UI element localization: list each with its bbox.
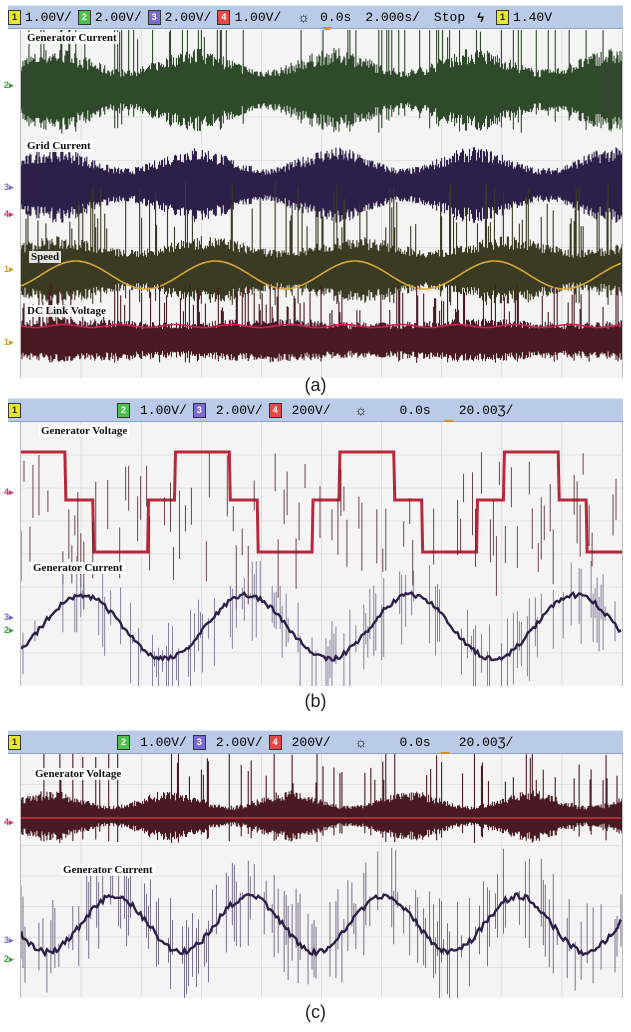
- trace-label-dc-link-voltage: DC Link Voltage: [25, 305, 108, 317]
- ch3-ground-marker[interactable]: 3▸: [4, 182, 14, 192]
- ch3-scale[interactable]: 2.00V/: [215, 734, 263, 750]
- caption-a: (a): [304, 375, 327, 395]
- ch2-ground-marker[interactable]: 2▸: [4, 625, 14, 635]
- ch3-scale[interactable]: 2.00V/: [164, 9, 212, 25]
- ch4-scale[interactable]: 200V/: [291, 402, 331, 418]
- channel-2-icon[interactable]: 2: [117, 734, 130, 750]
- dc-link-voltage-trace: [21, 323, 622, 329]
- generator-voltage-trace: [21, 754, 622, 843]
- trace-label-generator-voltage: Generator Voltage: [33, 768, 124, 780]
- trace-label-generator-current: Generator Current: [31, 562, 125, 574]
- waveform-canvas-b: [21, 422, 622, 686]
- statusbar-b: 1 2 1.00V/ 3 2.00V/ 4 200V/ ☼ 0.0s 20.00Ʒ/: [8, 398, 623, 422]
- statusbar-a: 1 1.00V/ 2 2.00V/ 3 2.00V/ 4 1.00V/ ☼ 0.0s 2…: [8, 5, 623, 29]
- ch1-ground-marker[interactable]: 1▸: [4, 264, 14, 274]
- waveform-display-a: Generator Current Grid Current Speed DC …: [20, 30, 623, 378]
- current-switching-noise: [22, 555, 616, 686]
- delay-value[interactable]: 0.0s: [320, 9, 352, 25]
- ch2-ground-marker[interactable]: 2▸: [4, 80, 14, 90]
- delay-value[interactable]: 0.0s: [399, 402, 431, 418]
- intensity-icon[interactable]: ☼: [354, 402, 368, 418]
- channel-4-icon[interactable]: 4: [217, 9, 231, 25]
- ch1-ref-marker[interactable]: 1▸: [4, 337, 14, 347]
- generator-voltage-trace: [21, 450, 622, 554]
- ch4-scale[interactable]: 1.00V/: [234, 9, 282, 25]
- trace-label-generator-voltage: Generator Voltage: [39, 425, 130, 437]
- speed-noise-trace: [21, 181, 622, 306]
- ch4-ground-marker[interactable]: 4▸: [4, 487, 14, 497]
- ch4-ground-marker[interactable]: 4▸: [4, 209, 14, 219]
- channel-1-icon[interactable]: 1: [8, 402, 21, 418]
- timebase-value[interactable]: 20.00Ʒ/: [458, 734, 514, 750]
- trace-label-grid-current: Grid Current: [25, 140, 93, 152]
- timebase-value[interactable]: 20.00Ʒ/: [458, 402, 514, 418]
- channel-1-icon[interactable]: 1: [8, 734, 21, 750]
- caption-c: (c): [305, 1002, 326, 1022]
- ch2-scale[interactable]: 1.00V/: [140, 402, 187, 418]
- channel-3-icon[interactable]: 3: [192, 734, 206, 750]
- ch3-ground-marker[interactable]: 3▸: [4, 935, 14, 945]
- trigger-edge-icon[interactable]: ϟ: [477, 9, 485, 25]
- timebase-value[interactable]: 2.000s/: [365, 9, 420, 25]
- intensity-icon[interactable]: ☼: [354, 734, 368, 750]
- dc-link-noise-trace: [21, 282, 622, 363]
- scope-panel-b: 1 2 1.00V/ 3 2.00V/ 4 200V/ ☼ 0.0s 20.00Ʒ/ …: [0, 395, 631, 720]
- trigger-level[interactable]: 1.40V: [513, 9, 553, 25]
- waveform-display-b: Generator Voltage Generator Current: [20, 422, 623, 686]
- ch4-ground-marker[interactable]: 4▸: [4, 817, 14, 827]
- ch2-ground-marker[interactable]: 2▸: [4, 954, 14, 964]
- generator-current-trace: [21, 30, 622, 134]
- scope-panel-c: 1 2 1.00V/ 3 2.00V/ 4 200V/ ☼ 0.0s 20.00Ʒ/ …: [0, 720, 631, 1032]
- channel-2-icon[interactable]: 2: [117, 402, 130, 418]
- voltage-switching-noise: [21, 452, 617, 610]
- channel-1-icon[interactable]: 1: [8, 9, 21, 25]
- channel-3-icon[interactable]: 3: [147, 9, 161, 25]
- waveform-canvas-a: [21, 30, 622, 378]
- run-state[interactable]: Stop: [433, 9, 466, 25]
- trigger-channel-icon[interactable]: 1: [496, 9, 510, 25]
- ch3-ground-marker[interactable]: 3▸: [4, 612, 14, 622]
- intensity-icon[interactable]: ☼: [297, 9, 311, 25]
- channel-2-icon[interactable]: 2: [77, 9, 91, 25]
- trace-label-generator-current: Generator Current: [61, 864, 155, 876]
- generator-current-trace: [21, 591, 622, 663]
- waveform-display-c: Generator Voltage Generator Current: [20, 754, 623, 998]
- scope-panel-a: 1 1.00V/ 2 2.00V/ 3 2.00V/ 4 1.00V/ ☼ 0.0s 2…: [0, 0, 631, 395]
- ch2-scale[interactable]: 2.00V/: [94, 9, 142, 25]
- channel-3-icon[interactable]: 3: [192, 402, 206, 418]
- ch2-scale[interactable]: 1.00V/: [140, 734, 187, 750]
- speed-trace: [21, 260, 622, 290]
- channel-4-icon[interactable]: 4: [268, 402, 282, 418]
- statusbar-c: 1 2 1.00V/ 3 2.00V/ 4 200V/ ☼ 0.0s 20.00Ʒ/: [8, 730, 623, 754]
- delay-value[interactable]: 0.0s: [399, 734, 431, 750]
- trace-label-generator-current: Generator Current: [25, 32, 119, 44]
- trace-label-speed: Speed: [29, 251, 62, 263]
- channel-4-icon[interactable]: 4: [268, 734, 282, 750]
- generator-current-trace: [21, 892, 622, 958]
- ch4-scale[interactable]: 200V/: [291, 734, 331, 750]
- caption-b: (b): [304, 691, 327, 711]
- grid-current-trace: [21, 147, 622, 223]
- waveform-canvas-c: [21, 754, 622, 998]
- ch1-scale[interactable]: 1.00V/: [25, 9, 72, 25]
- ch3-scale[interactable]: 2.00V/: [215, 402, 263, 418]
